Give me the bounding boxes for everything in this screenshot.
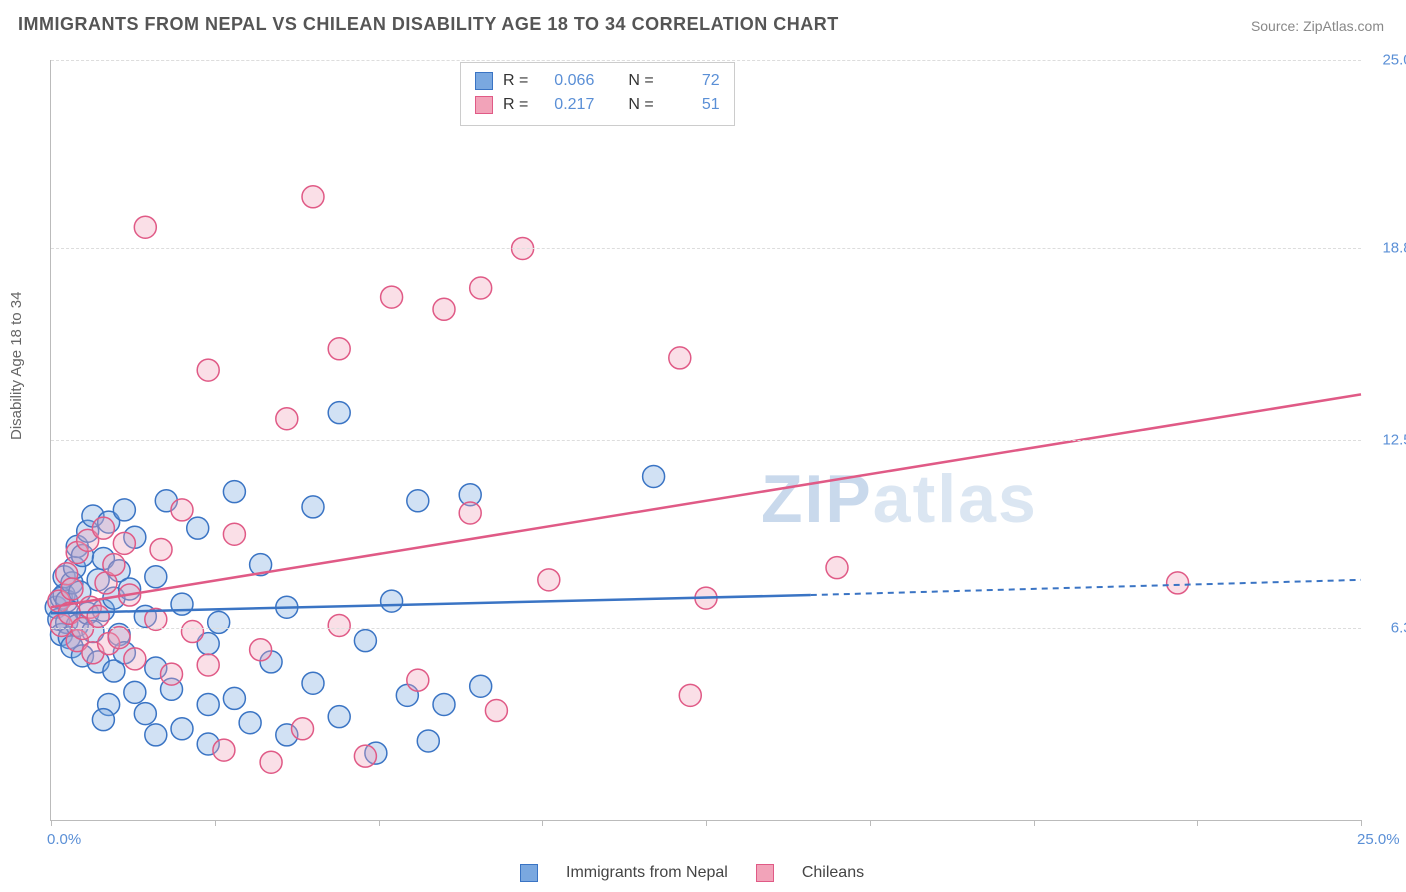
legend-label-chile: Chileans <box>802 864 864 882</box>
swatch-chile-bottom <box>756 864 774 882</box>
n-value-chile: 51 <box>664 93 720 117</box>
y-tick-label: 25.0% <box>1382 52 1406 69</box>
r-value-chile: 0.217 <box>538 93 594 117</box>
legend-label-nepal: Immigrants from Nepal <box>566 864 728 882</box>
chart-container: { "title": "IMMIGRANTS FROM NEPAL VS CHI… <box>0 0 1406 892</box>
legend-row-chile: R = 0.217 N = 51 <box>475 93 720 117</box>
source-attribution: Source: ZipAtlas.com <box>1251 18 1384 34</box>
n-value-nepal: 72 <box>664 69 720 93</box>
series-legend: Immigrants from Nepal Chileans <box>520 864 864 882</box>
x-tick-label: 25.0% <box>1357 831 1400 848</box>
swatch-nepal <box>475 72 493 90</box>
r-value-nepal: 0.066 <box>538 69 594 93</box>
correlation-legend: R = 0.066 N = 72 R = 0.217 N = 51 <box>460 62 735 126</box>
y-tick-label: 18.8% <box>1382 240 1406 257</box>
chart-title: IMMIGRANTS FROM NEPAL VS CHILEAN DISABIL… <box>18 14 839 35</box>
y-tick-label: 6.3% <box>1391 620 1406 637</box>
legend-row-nepal: R = 0.066 N = 72 <box>475 69 720 93</box>
y-axis-label: Disability Age 18 to 34 <box>8 292 25 440</box>
x-tick-label: 0.0% <box>47 831 81 848</box>
swatch-nepal-bottom <box>520 864 538 882</box>
swatch-chile <box>475 96 493 114</box>
plot-area: ZIPatlas 6.3%12.5%18.8%25.0%0.0%25.0% <box>50 60 1361 821</box>
y-tick-label: 12.5% <box>1382 432 1406 449</box>
